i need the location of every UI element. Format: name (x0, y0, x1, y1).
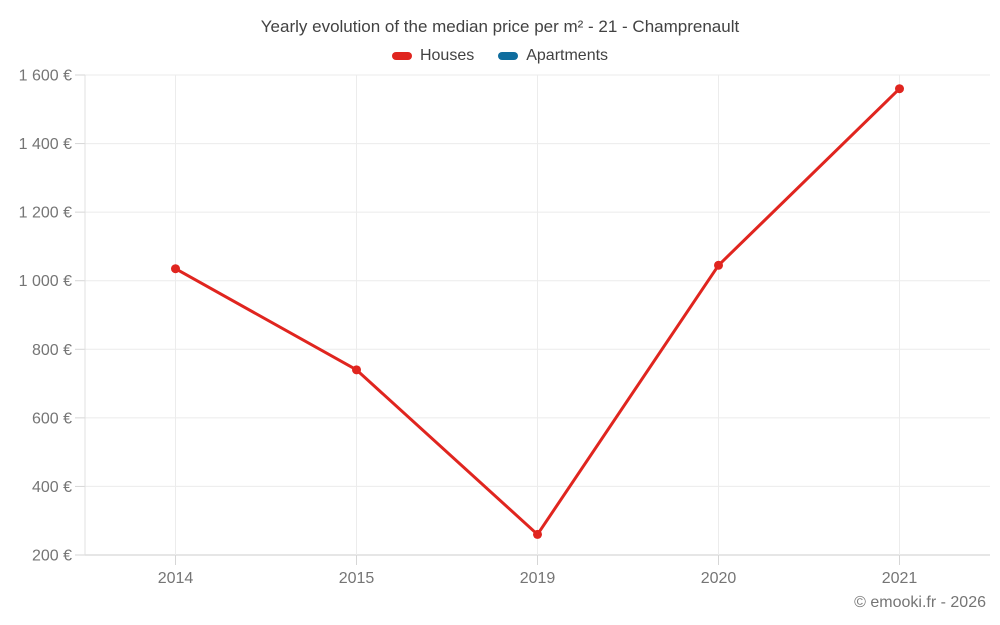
houses-series-swatch-icon (391, 52, 412, 60)
chart-title: Yearly evolution of the median price per… (260, 17, 740, 36)
houses-data-point[interactable] (714, 260, 723, 270)
houses-data-point[interactable] (352, 365, 361, 375)
legend-label-apartments: Apartments (526, 47, 609, 64)
houses-data-point[interactable] (171, 264, 180, 274)
y-axis-label: 1 200 € (19, 205, 72, 222)
x-axis-label: 2015 (339, 570, 375, 587)
houses-data-point[interactable] (533, 529, 542, 539)
apartments-series-swatch-icon (498, 52, 519, 60)
copyright-footer: © emooki.fr - 2026 (854, 594, 986, 611)
chart-legend: Houses Apartments (0, 47, 1000, 65)
y-axis-label: 1 400 € (19, 136, 72, 153)
x-axis-label: 2019 (520, 570, 556, 587)
houses-data-point[interactable] (895, 84, 904, 94)
y-axis-label: 1 600 € (19, 68, 72, 85)
x-axis-label: 2021 (882, 570, 918, 587)
legend-item-apartments[interactable]: Apartments (498, 47, 608, 65)
x-axis-label: 2014 (158, 570, 194, 587)
legend-label-houses: Houses (419, 47, 475, 64)
legend-item-houses[interactable]: Houses (391, 47, 475, 65)
x-axis-label: 2020 (701, 570, 737, 587)
y-axis-label: 800 € (32, 342, 72, 359)
y-axis-label: 600 € (32, 410, 72, 427)
y-axis-label: 1 000 € (19, 273, 72, 290)
y-axis-label: 400 € (32, 479, 72, 496)
y-axis-label: 200 € (32, 548, 72, 565)
